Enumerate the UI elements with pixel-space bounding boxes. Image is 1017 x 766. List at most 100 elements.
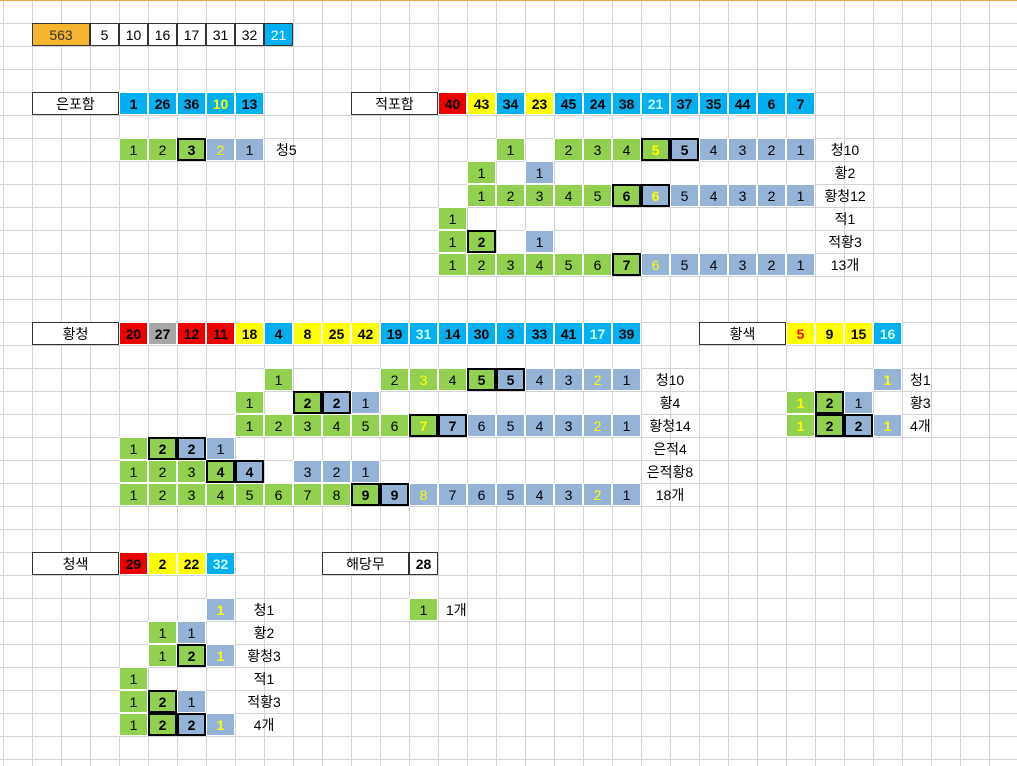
section-1-count-cell[interactable]: 1 xyxy=(786,184,815,207)
section-2-number-cell[interactable]: 8 xyxy=(293,322,322,345)
section-2-count-cell[interactable]: 7 xyxy=(438,483,467,506)
section-1-count-cell[interactable]: 1 xyxy=(438,253,467,276)
section-4-count-cell[interactable]: 2 xyxy=(177,644,206,667)
section-2-number-cell[interactable]: 30 xyxy=(467,322,496,345)
section-5-title[interactable]: 해당무 xyxy=(322,552,409,575)
section-1-count-cell[interactable]: 2 xyxy=(554,138,583,161)
section-1-count-cell[interactable]: 6 xyxy=(641,184,670,207)
section-2-count-cell[interactable]: 3 xyxy=(554,368,583,391)
section-3-count-cell[interactable]: 1 xyxy=(786,414,815,437)
section-1-count-cell[interactable]: 2 xyxy=(496,184,525,207)
section-4-count-cell[interactable]: 1 xyxy=(148,644,177,667)
section-1-number-cell[interactable]: 24 xyxy=(583,92,612,115)
section-2-count-cell[interactable]: 3 xyxy=(554,414,583,437)
section-2-title[interactable]: 황청 xyxy=(32,322,119,345)
section-2-count-cell[interactable]: 6 xyxy=(467,483,496,506)
section-2-count-cell[interactable]: 5 xyxy=(351,414,380,437)
section-1-count-cell[interactable]: 5 xyxy=(641,138,670,161)
section-2-count-cell[interactable]: 3 xyxy=(293,460,322,483)
draw-ball-cell[interactable]: 5 xyxy=(90,23,119,46)
section-4-count-cell[interactable]: 1 xyxy=(206,644,235,667)
section-2-count-cell[interactable]: 1 xyxy=(235,391,264,414)
section-1-number-cell[interactable]: 45 xyxy=(554,92,583,115)
section-1-count-cell[interactable]: 1 xyxy=(467,161,496,184)
section-2-number-cell[interactable]: 31 xyxy=(409,322,438,345)
section-1-count-cell[interactable]: 1 xyxy=(496,138,525,161)
section-3-number-cell[interactable]: 16 xyxy=(873,322,902,345)
section-1-count-cell[interactable]: 1 xyxy=(438,230,467,253)
section-2-count-cell[interactable]: 3 xyxy=(554,483,583,506)
section-3-number-cell[interactable]: 5 xyxy=(786,322,815,345)
section-1-number-cell[interactable]: 43 xyxy=(467,92,496,115)
section-4-count-cell[interactable]: 2 xyxy=(177,713,206,736)
section-2-count-cell[interactable]: 2 xyxy=(148,437,177,460)
section-2-number-cell[interactable]: 4 xyxy=(264,322,293,345)
section-0-number-cell[interactable]: 10 xyxy=(206,92,235,115)
section-4-title[interactable]: 청색 xyxy=(32,552,119,575)
section-1-count-cell[interactable]: 2 xyxy=(757,253,786,276)
section-1-number-cell[interactable]: 40 xyxy=(438,92,467,115)
section-2-number-cell[interactable]: 14 xyxy=(438,322,467,345)
section-1-count-cell[interactable]: 1 xyxy=(525,161,554,184)
draw-number-cell[interactable]: 563 xyxy=(32,23,90,46)
section-1-count-cell[interactable]: 4 xyxy=(699,184,728,207)
section-2-count-cell[interactable]: 2 xyxy=(264,414,293,437)
section-2-number-cell[interactable]: 39 xyxy=(612,322,641,345)
section-2-number-cell[interactable]: 41 xyxy=(554,322,583,345)
section-1-number-cell[interactable]: 37 xyxy=(670,92,699,115)
section-0-number-cell[interactable]: 1 xyxy=(119,92,148,115)
section-4-count-cell[interactable]: 1 xyxy=(206,598,235,621)
section-2-number-cell[interactable]: 12 xyxy=(177,322,206,345)
section-2-count-cell[interactable]: 7 xyxy=(438,414,467,437)
section-2-count-cell[interactable]: 1 xyxy=(119,483,148,506)
section-2-count-cell[interactable]: 1 xyxy=(612,414,641,437)
draw-ball-cell[interactable]: 16 xyxy=(148,23,177,46)
section-1-count-cell[interactable]: 6 xyxy=(583,253,612,276)
section-1-count-cell[interactable]: 4 xyxy=(699,138,728,161)
section-3-count-cell[interactable]: 2 xyxy=(815,391,844,414)
section-1-number-cell[interactable]: 44 xyxy=(728,92,757,115)
section-1-title[interactable]: 적포함 xyxy=(351,92,438,115)
section-2-count-cell[interactable]: 6 xyxy=(380,414,409,437)
section-2-count-cell[interactable]: 4 xyxy=(525,414,554,437)
section-1-count-cell[interactable]: 2 xyxy=(757,184,786,207)
section-3-count-cell[interactable]: 2 xyxy=(844,414,873,437)
section-1-number-cell[interactable]: 6 xyxy=(757,92,786,115)
section-2-number-cell[interactable]: 33 xyxy=(525,322,554,345)
section-2-count-cell[interactable]: 5 xyxy=(467,368,496,391)
section-4-number-cell[interactable]: 2 xyxy=(148,552,177,575)
section-2-number-cell[interactable]: 19 xyxy=(380,322,409,345)
section-2-number-cell[interactable]: 25 xyxy=(322,322,351,345)
draw-ball-cell[interactable]: 32 xyxy=(235,23,264,46)
section-2-count-cell[interactable]: 1 xyxy=(612,368,641,391)
section-3-count-cell[interactable]: 1 xyxy=(873,414,902,437)
section-2-count-cell[interactable]: 2 xyxy=(380,368,409,391)
section-2-count-cell[interactable]: 2 xyxy=(293,391,322,414)
section-0-title[interactable]: 은포함 xyxy=(32,92,119,115)
section-2-count-cell[interactable]: 3 xyxy=(177,460,206,483)
section-2-count-cell[interactable]: 7 xyxy=(293,483,322,506)
section-2-count-cell[interactable]: 8 xyxy=(409,483,438,506)
section-1-number-cell[interactable]: 23 xyxy=(525,92,554,115)
section-4-count-cell[interactable]: 1 xyxy=(119,713,148,736)
section-2-count-cell[interactable]: 4 xyxy=(206,460,235,483)
section-0-count-cell[interactable]: 3 xyxy=(177,138,206,161)
section-4-number-cell[interactable]: 29 xyxy=(119,552,148,575)
section-0-count-cell[interactable]: 2 xyxy=(206,138,235,161)
section-2-count-cell[interactable]: 6 xyxy=(467,414,496,437)
section-1-number-cell[interactable]: 38 xyxy=(612,92,641,115)
section-2-count-cell[interactable]: 1 xyxy=(612,483,641,506)
section-2-count-cell[interactable]: 1 xyxy=(119,437,148,460)
section-4-count-cell[interactable]: 1 xyxy=(177,621,206,644)
section-2-number-cell[interactable]: 20 xyxy=(119,322,148,345)
section-2-count-cell[interactable]: 1 xyxy=(206,437,235,460)
section-3-count-cell[interactable]: 1 xyxy=(844,391,873,414)
section-2-count-cell[interactable]: 5 xyxy=(235,483,264,506)
section-4-count-cell[interactable]: 2 xyxy=(148,713,177,736)
section-3-count-cell[interactable]: 1 xyxy=(873,368,902,391)
section-1-count-cell[interactable]: 3 xyxy=(583,138,612,161)
section-2-count-cell[interactable]: 1 xyxy=(351,460,380,483)
section-2-count-cell[interactable]: 5 xyxy=(496,368,525,391)
section-2-count-cell[interactable]: 5 xyxy=(496,414,525,437)
section-4-count-cell[interactable]: 2 xyxy=(148,690,177,713)
